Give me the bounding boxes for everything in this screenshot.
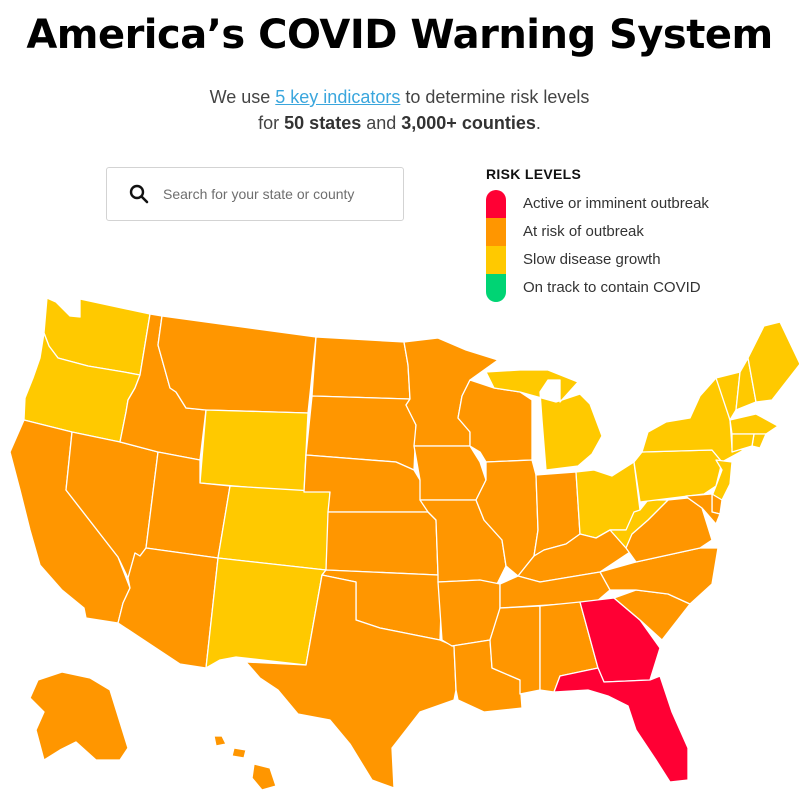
state-il[interactable] [475,459,539,577]
state-ak[interactable] [29,671,129,761]
legend-swatch-active [486,190,506,218]
subtitle-middle: to determine risk levels [400,87,590,107]
legend-swatch-slow [486,246,506,274]
legend-item-track: On track to contain COVID [523,279,701,296]
page-title: America’s COVID Warning System [26,12,773,58]
legend-item-slow: Slow disease growth [523,251,661,268]
legend-item-risk: At risk of outbreak [523,223,644,240]
counties-count: 3,000+ counties [401,113,536,133]
state-ks[interactable] [325,511,439,576]
state-hi[interactable] [213,735,277,791]
key-indicators-link[interactable]: 5 key indicators [275,87,401,107]
state-mt[interactable] [157,315,317,414]
subtitle-end: . [535,113,541,133]
legend-swatch-risk [486,218,506,246]
state-ia[interactable] [413,445,487,501]
risk-legend: RISK LEVELS Active or imminent outbreak … [486,166,786,302]
states-count: 50 states [284,113,362,133]
state-md[interactable] [685,493,721,525]
search-box[interactable] [106,167,404,221]
state-ma[interactable] [729,413,779,435]
state-tx[interactable] [245,574,457,789]
subtitle-line-2: for 50 states and 3,000+ counties. [0,110,799,136]
search-input[interactable] [163,181,393,207]
state-mi[interactable] [485,369,603,471]
subtitle-prefix: We use [209,87,276,107]
subtitle-line2-prefix: for [258,113,285,133]
state-me[interactable] [747,321,799,403]
state-az[interactable] [117,547,219,669]
legend-title: RISK LEVELS [486,166,582,182]
subtitle-and: and [361,113,402,133]
legend-swatch-track [486,274,506,302]
legend-item-active: Active or imminent outbreak [523,195,709,212]
legend-color-bar [486,190,506,302]
state-ct[interactable] [731,433,755,453]
search-icon [129,184,149,204]
subtitle-line-1: We use 5 key indicators to determine ris… [0,84,799,110]
state-nd[interactable] [311,336,411,400]
subtitle: We use 5 key indicators to determine ris… [0,84,799,136]
state-wy[interactable] [199,409,309,493]
state-co[interactable] [217,485,331,571]
state-fl[interactable] [553,667,689,783]
